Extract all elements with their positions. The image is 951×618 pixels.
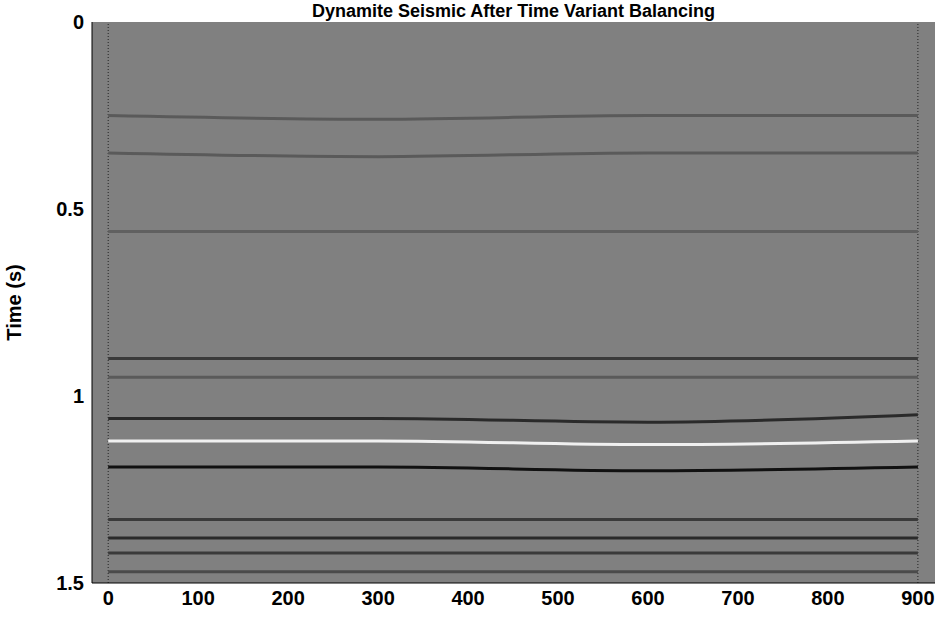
svg-text:900: 900: [901, 587, 934, 609]
svg-text:800: 800: [811, 587, 844, 609]
svg-text:0.5: 0.5: [56, 198, 84, 220]
svg-text:500: 500: [541, 587, 574, 609]
svg-text:1: 1: [73, 385, 84, 407]
svg-text:600: 600: [631, 587, 664, 609]
svg-text:400: 400: [451, 587, 484, 609]
svg-text:700: 700: [721, 587, 754, 609]
svg-text:Time (s): Time (s): [3, 264, 25, 340]
svg-text:100: 100: [181, 587, 214, 609]
svg-text:1.5: 1.5: [56, 572, 84, 594]
svg-text:300: 300: [361, 587, 394, 609]
svg-text:200: 200: [271, 587, 304, 609]
html-text:Dynamite Seismic After Time Va: Dynamite Seismic After Time Variant Bala…: [311, 1, 716, 21]
svg-text:0: 0: [73, 11, 84, 33]
svg-text:0: 0: [103, 587, 114, 609]
